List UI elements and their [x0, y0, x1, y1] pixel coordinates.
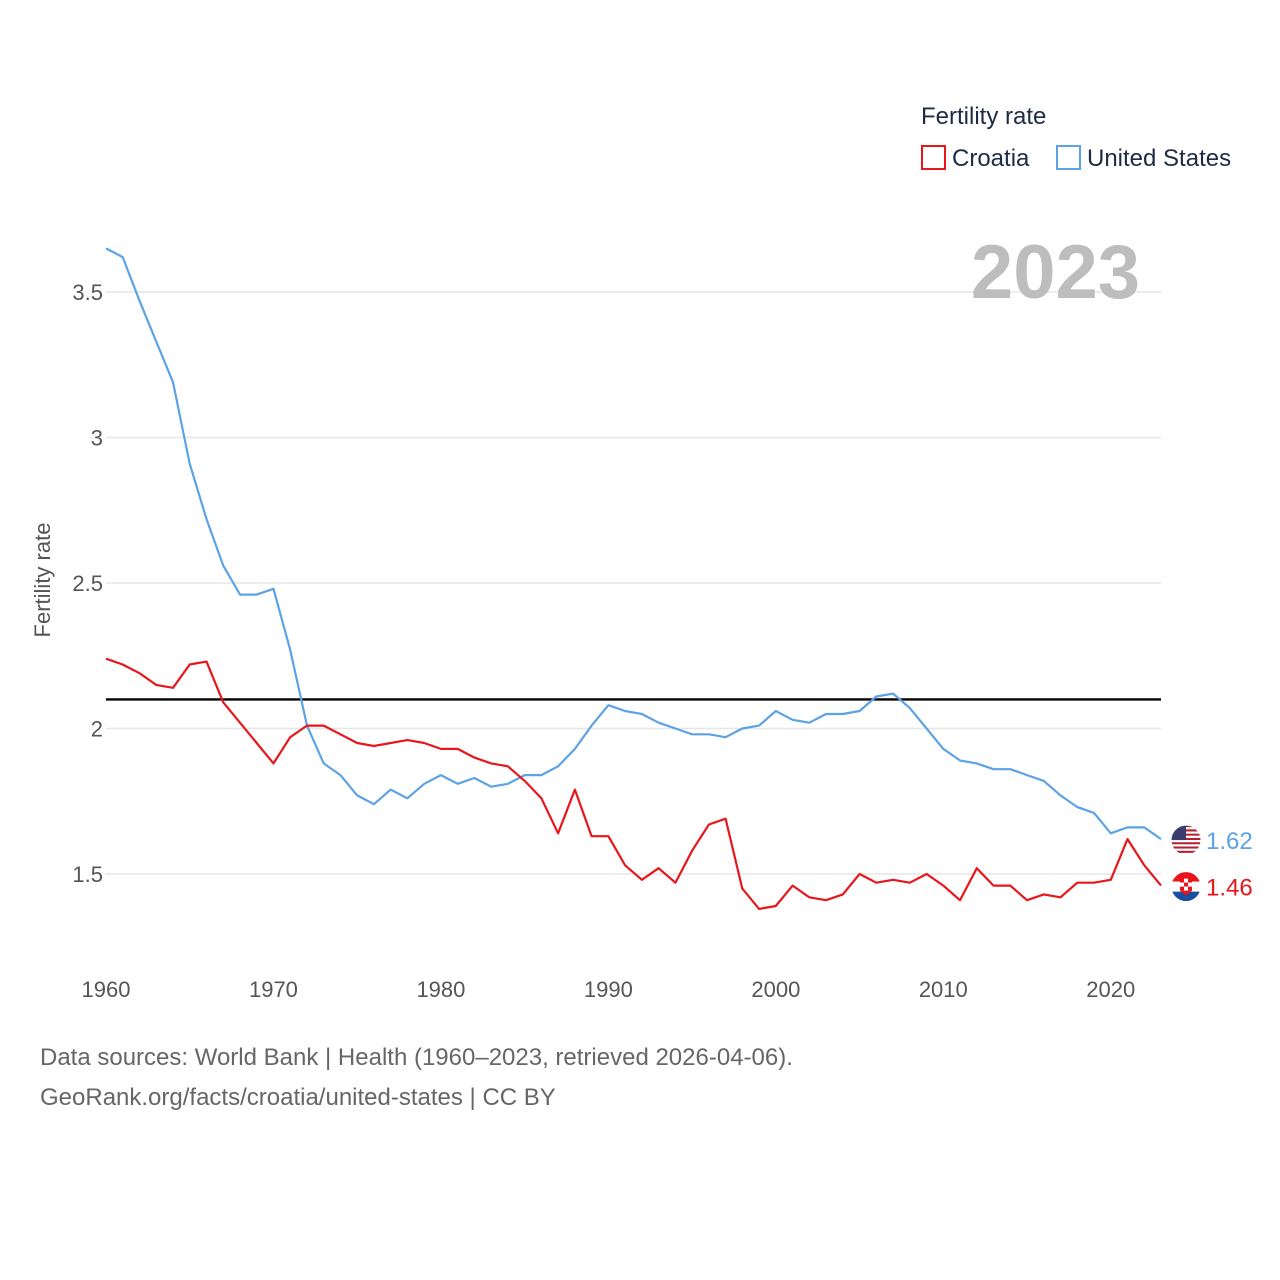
legend-label-united-states: United States [1087, 145, 1231, 172]
legend-swatch-croatia [921, 145, 946, 170]
end-value-label: 1.62 [1206, 828, 1253, 855]
y-tick-label: 2.5 [72, 571, 103, 596]
series-line-united-states [105, 247, 1162, 841]
end-markers: 1.46 1.62 [1170, 824, 1253, 903]
y-axis-ticks: 1.5 2 2.5 3 3.5 [72, 280, 103, 887]
end-value-label: 1.46 [1206, 875, 1253, 902]
x-tick-label: 2010 [919, 977, 968, 1002]
grid-lines [106, 291, 1161, 875]
footer-attribution[interactable]: GeoRank.org/facts/croatia/united-states … [40, 1084, 556, 1111]
x-tick-label: 1990 [584, 977, 633, 1002]
y-tick-label: 2 [91, 717, 103, 742]
legend-item-croatia[interactable]: Croatia [921, 145, 1030, 172]
series-line-croatia [105, 657, 1162, 911]
x-tick-label: 2020 [1086, 977, 1135, 1002]
year-label: 2023 [971, 230, 1140, 315]
y-tick-label: 3 [91, 426, 103, 451]
x-tick-label: 2000 [751, 977, 800, 1002]
footer-sources: Data sources: World Bank | Health (1960–… [40, 1044, 793, 1071]
legend-swatch-united-states [1056, 145, 1081, 170]
croatia-flag-icon [1170, 871, 1202, 903]
y-axis-label: Fertility rate [30, 523, 55, 638]
x-axis-ticks: 1960 1970 1980 1990 2000 2010 2020 [82, 977, 1136, 1002]
legend-title: Fertility rate [921, 103, 1046, 130]
legend-label-croatia: Croatia [952, 145, 1030, 172]
us-flag-icon [1170, 824, 1202, 856]
x-tick-label: 1980 [416, 977, 465, 1002]
y-tick-label: 1.5 [72, 862, 103, 887]
series-lines [105, 247, 1162, 911]
y-tick-label: 3.5 [72, 280, 103, 305]
x-tick-label: 1960 [82, 977, 131, 1002]
x-tick-label: 1970 [249, 977, 298, 1002]
legend-item-united-states[interactable]: United States [1056, 145, 1231, 172]
